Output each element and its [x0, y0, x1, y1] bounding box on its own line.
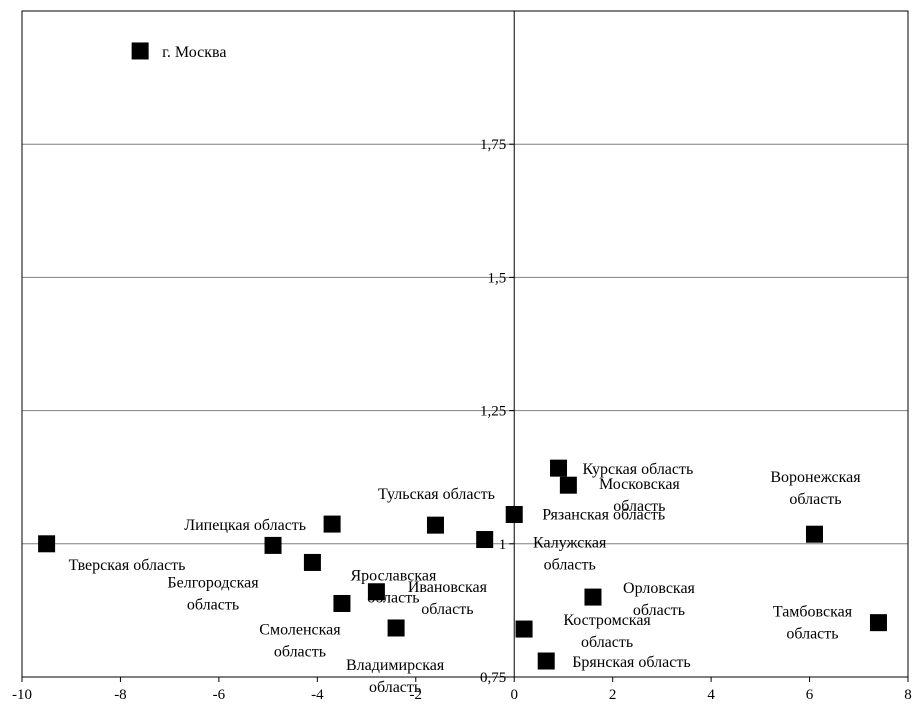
y-tick-label: 0,75 — [480, 670, 506, 686]
point-label: Ивановская область — [408, 579, 488, 618]
point-label: Костромская область — [563, 612, 651, 651]
point-label: Рязанская область — [542, 506, 665, 523]
data-point — [584, 588, 602, 606]
axes — [21, 10, 909, 682]
plot-frame — [21, 10, 909, 678]
point-labels: г. Москва Тверская область Липецкая област… — [69, 44, 862, 696]
data-point — [559, 476, 577, 494]
data-point — [869, 614, 887, 632]
data-point — [515, 620, 533, 638]
point-label: Смоленская область — [259, 621, 341, 660]
x-tick-label: -6 — [213, 687, 226, 703]
grid-lines — [22, 143, 908, 545]
x-tick-label: -8 — [114, 687, 127, 703]
point-label: Воронежская область — [770, 469, 861, 508]
data-point — [367, 583, 385, 601]
data-point — [476, 531, 494, 549]
x-tick-label: -2 — [410, 687, 423, 703]
point-label: Ярославская область — [351, 567, 437, 606]
point-label: Белгородская область — [167, 574, 259, 613]
point-label: Тульская область — [378, 486, 495, 503]
y-tick-label: 1,5 — [487, 270, 506, 286]
point-label: Московская область — [599, 476, 680, 515]
data-point — [333, 594, 351, 612]
data-point — [323, 515, 341, 533]
point-label: Калужская область — [533, 535, 607, 574]
data-point — [537, 652, 555, 670]
point-label: Брянская область — [572, 654, 690, 671]
data-point — [387, 619, 405, 637]
data-point — [805, 525, 823, 543]
point-label: Орловская область — [623, 580, 696, 619]
data-point — [131, 42, 149, 60]
point-label: Тверская область — [69, 557, 186, 574]
point-label: г. Москва — [162, 44, 226, 61]
data-point — [303, 553, 321, 571]
y-tick-label: 1,25 — [480, 404, 506, 420]
point-label: Владимирская область — [346, 657, 445, 696]
y-tick-label: 1,75 — [480, 137, 506, 153]
x-tick-label: 0 — [510, 687, 518, 703]
x-tick-label: -4 — [311, 687, 324, 703]
data-point — [426, 516, 444, 534]
x-tick-label: 6 — [806, 687, 814, 703]
data-points — [38, 42, 887, 670]
data-point — [264, 536, 282, 554]
point-label: Тамбовская область — [773, 604, 853, 643]
x-tick-label: -10 — [12, 687, 32, 703]
data-point — [550, 459, 568, 477]
tick-labels: -10 -8 -6 -4 -2 0 2 4 6 8 0,75 1 1,25 1,5 1,75 — [12, 137, 912, 703]
x-tick-label: 2 — [609, 687, 617, 703]
point-label: Курская область — [583, 461, 694, 478]
data-point — [38, 535, 56, 553]
data-point — [505, 505, 523, 523]
point-label: Липецкая область — [184, 517, 306, 534]
y-tick-label: 1 — [499, 537, 507, 553]
x-tick-label: 4 — [707, 687, 715, 703]
x-tick-label: 8 — [904, 687, 912, 703]
